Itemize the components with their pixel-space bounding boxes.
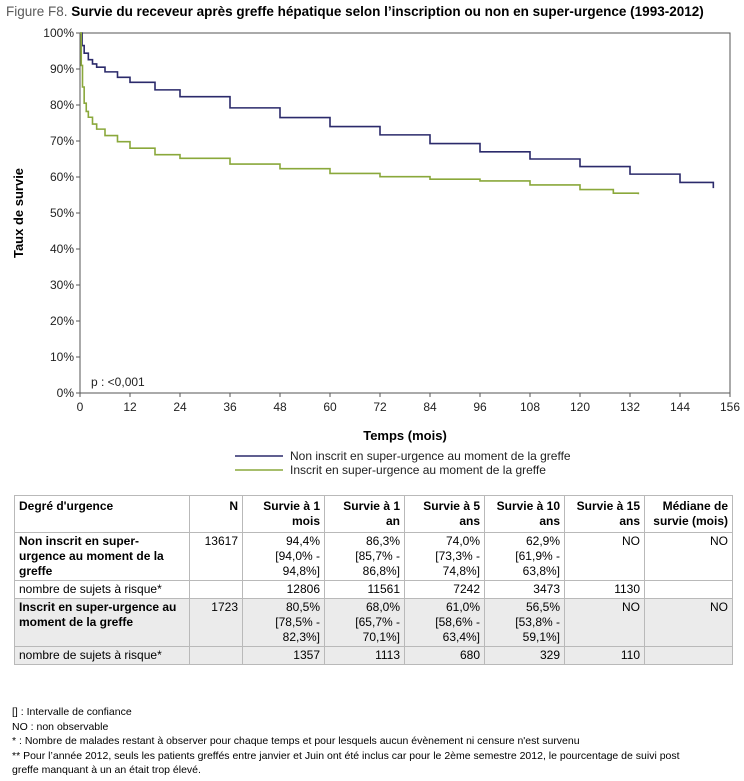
cell-value: 86,3% [85,7% - 86,8%] xyxy=(324,532,405,581)
cell-value: 56,5% [53,8% - 59,1%] xyxy=(484,598,565,647)
col-header-1-an: Survie à 1 an xyxy=(324,495,405,533)
x-tick-label: 48 xyxy=(273,400,287,414)
series-line-2 xyxy=(80,32,640,195)
cell-n: 1723 xyxy=(189,598,243,647)
risk-label: nombre de sujets à risque* xyxy=(14,646,190,665)
cell-empty xyxy=(189,580,243,599)
row-label: Inscrit en super-urgence au moment de la… xyxy=(14,598,190,647)
col-header-1-mois: Survie à 1 mois xyxy=(242,495,325,533)
p-value-annotation: p : <0,001 xyxy=(91,375,145,389)
y-tick-label: 40% xyxy=(50,242,74,256)
risk-label: nombre de sujets à risque* xyxy=(14,580,190,599)
cell-value: 61,0% [58,6% - 63,4%] xyxy=(404,598,485,647)
footnotes: [] : Intervalle de confiance NO : non ob… xyxy=(12,705,737,778)
figure-title: Figure F8. Survie du receveur après gref… xyxy=(6,4,704,19)
survival-chart: 0% 10% 20% 30% 40% 50% 60% 70% 80% 90% 100% 0 12 24 36… xyxy=(11,26,740,477)
cell-risk: 1357 xyxy=(242,646,325,665)
x-tick-label: 60 xyxy=(323,400,337,414)
cell-risk: 1113 xyxy=(324,646,405,665)
table-header-row: Degré d'urgence N Survie à 1 mois Survie… xyxy=(14,495,733,533)
table-row-inscrit: Inscrit en super-urgence au moment de la… xyxy=(14,598,733,647)
cell-n: 13617 xyxy=(189,532,243,581)
row-label: Non inscrit en super-urgence au moment d… xyxy=(14,532,190,581)
table-row-risk: nombre de sujets à risque* 1357 1113 680… xyxy=(14,646,733,665)
table-row-non-inscrit: Non inscrit en super-urgence au moment d… xyxy=(14,532,733,581)
cell-risk xyxy=(644,580,733,599)
x-tick-label: 0 xyxy=(77,400,84,414)
legend-label-1: Non inscrit en super-urgence au moment d… xyxy=(290,449,571,463)
x-tick-label: 132 xyxy=(620,400,640,414)
plot-frame xyxy=(79,32,731,394)
y-axis-label: Taux de survie xyxy=(11,168,26,258)
series-line-1 xyxy=(80,32,715,189)
cell-value: 94,4% [94,0% - 94,8%] xyxy=(242,532,325,581)
y-tick-label: 20% xyxy=(50,314,74,328)
cell-empty xyxy=(189,646,243,665)
cell-risk: 680 xyxy=(404,646,485,665)
col-header-5-ans: Survie à 5 ans xyxy=(404,495,485,533)
cell-value: 80,5% [78,5% - 82,3%] xyxy=(242,598,325,647)
y-tick-label: 70% xyxy=(50,134,74,148)
x-tick-label: 96 xyxy=(473,400,487,414)
y-tick-label: 30% xyxy=(50,278,74,292)
x-tick-label: 36 xyxy=(223,400,237,414)
cell-value: 68,0% [65,7% - 70,1%] xyxy=(324,598,405,647)
x-axis-label: Temps (mois) xyxy=(363,428,447,443)
y-tick-label: 0% xyxy=(57,386,75,400)
footnote: * : Nombre de malades restant à observer… xyxy=(12,735,580,747)
x-tick-label: 156 xyxy=(720,400,740,414)
y-tick-label: 90% xyxy=(50,62,74,76)
legend-label-2: Inscrit en super-urgence au moment de la… xyxy=(290,463,546,477)
cell-risk: 329 xyxy=(484,646,565,665)
y-tick-label: 100% xyxy=(43,26,74,40)
footnote: NO : non observable xyxy=(12,720,109,733)
cell-risk: 12806 xyxy=(242,580,325,599)
col-header-degre: Degré d'urgence xyxy=(14,495,190,533)
x-tick-label: 108 xyxy=(520,400,540,414)
cell-value: NO xyxy=(564,532,645,581)
cell-value: 74,0% [73,3% - 74,8%] xyxy=(404,532,485,581)
cell-risk: 7242 xyxy=(404,580,485,599)
cell-value: NO xyxy=(644,532,733,581)
figure-title-text: Survie du receveur après greffe hépatiqu… xyxy=(71,4,704,19)
col-header-15-ans: Survie à 15 ans xyxy=(564,495,645,533)
col-header-mediane: Médiane de survie (mois) xyxy=(644,495,733,533)
figure-label: Figure F8. xyxy=(6,4,68,19)
y-tick-label: 10% xyxy=(50,350,74,364)
cell-risk: 11561 xyxy=(324,580,405,599)
footnote: ** Pour l’année 2012, seuls les patients… xyxy=(12,749,680,762)
x-tick-label: 84 xyxy=(423,400,437,414)
cell-risk: 3473 xyxy=(484,580,565,599)
cell-value: NO xyxy=(564,598,645,647)
footnote: [] : Intervalle de confiance xyxy=(12,706,132,718)
y-tick-label: 50% xyxy=(50,206,74,220)
x-tick-label: 72 xyxy=(373,400,387,414)
cell-value: NO xyxy=(644,598,733,647)
col-header-n: N xyxy=(189,495,243,533)
x-tick-label: 24 xyxy=(173,400,187,414)
y-tick-label: 60% xyxy=(50,170,74,184)
col-header-10-ans: Survie à 10 ans xyxy=(484,495,565,533)
x-tick-label: 120 xyxy=(570,400,590,414)
survival-table: Degré d'urgence N Survie à 1 mois Survie… xyxy=(14,495,733,665)
y-tick-label: 80% xyxy=(50,98,74,112)
cell-risk: 1130 xyxy=(564,580,645,599)
cell-risk xyxy=(644,646,733,665)
x-tick-label: 12 xyxy=(123,400,137,414)
x-tick-label: 144 xyxy=(670,400,690,414)
table-row-risk: nombre de sujets à risque* 12806 11561 7… xyxy=(14,580,733,599)
cell-risk: 110 xyxy=(564,646,645,665)
footnote: greffe manquant à un an était trop élevé… xyxy=(12,764,201,776)
cell-value: 62,9% [61,9% - 63,8%] xyxy=(484,532,565,581)
